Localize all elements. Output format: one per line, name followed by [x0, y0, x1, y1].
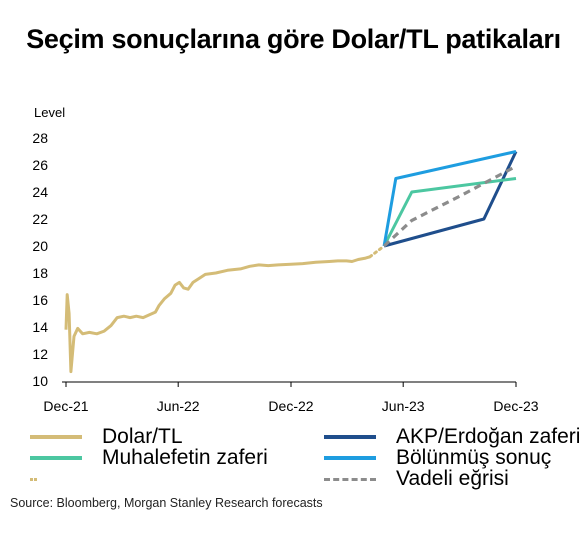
legend-swatch — [324, 435, 376, 439]
x-tick-label: Jun-23 — [382, 398, 425, 414]
legend-swatch — [30, 456, 82, 460]
y-tick-label: 10 — [32, 373, 48, 389]
legend-swatch — [30, 477, 34, 481]
y-axis-label: Level — [34, 105, 65, 120]
legend-item-0: Dolar/TL — [30, 425, 183, 448]
legend-label: Bölünmüş sonuç — [396, 446, 552, 469]
y-tick-label: 22 — [32, 211, 48, 227]
chart-axes: Level 10 12 14 16 18 20 22 24 26 28 Dec-21 Jun-22 Dec… — [32, 105, 538, 414]
legend-label: Muhalefetin zaferi — [102, 446, 268, 469]
chart-title: Seçim sonuçlarına göre Dolar/TL patikala… — [26, 24, 561, 54]
legend-item-2: Muhalefetin zaferi — [30, 446, 268, 469]
x-tick-label: Jun-22 — [157, 398, 200, 414]
x-tick-label: Dec-23 — [493, 398, 538, 414]
y-tick-label: 28 — [32, 130, 48, 146]
chart-series — [64, 150, 518, 374]
y-tick-label: 26 — [32, 157, 48, 173]
y-tick-label: 14 — [32, 319, 48, 335]
y-tick-label: 20 — [32, 238, 48, 254]
y-tick-label: 18 — [32, 265, 48, 281]
y-tick-label: 24 — [32, 184, 48, 200]
legend-item-3: Bölünmüş sonuç — [324, 446, 552, 469]
series-line-5 — [383, 164, 517, 248]
legend-swatch — [30, 435, 82, 439]
x-tick-label: Dec-22 — [268, 398, 313, 414]
y-tick-label: 12 — [32, 346, 48, 362]
series-line-1 — [368, 244, 386, 259]
y-tick-label: 16 — [32, 292, 48, 308]
legend-label: AKP/Erdoğan zaferi — [396, 425, 581, 448]
legend-item-5: Vadeli eğrisi — [324, 467, 509, 490]
series-line-0 — [64, 255, 371, 374]
legend-item-1: AKP/Erdoğan zaferi — [324, 425, 581, 448]
legend-swatch — [324, 456, 376, 460]
legend-item-4 — [30, 468, 54, 490]
series-line-4 — [382, 150, 517, 247]
series-line-3 — [382, 177, 517, 247]
legend-label: Vadeli eğrisi — [396, 467, 509, 490]
legend-swatch — [324, 477, 376, 481]
x-tick-label: Dec-21 — [43, 398, 88, 414]
legend-label: Dolar/TL — [102, 425, 183, 448]
source-note: Source: Bloomberg, Morgan Stanley Resear… — [10, 496, 323, 510]
series-line-2 — [383, 150, 518, 248]
